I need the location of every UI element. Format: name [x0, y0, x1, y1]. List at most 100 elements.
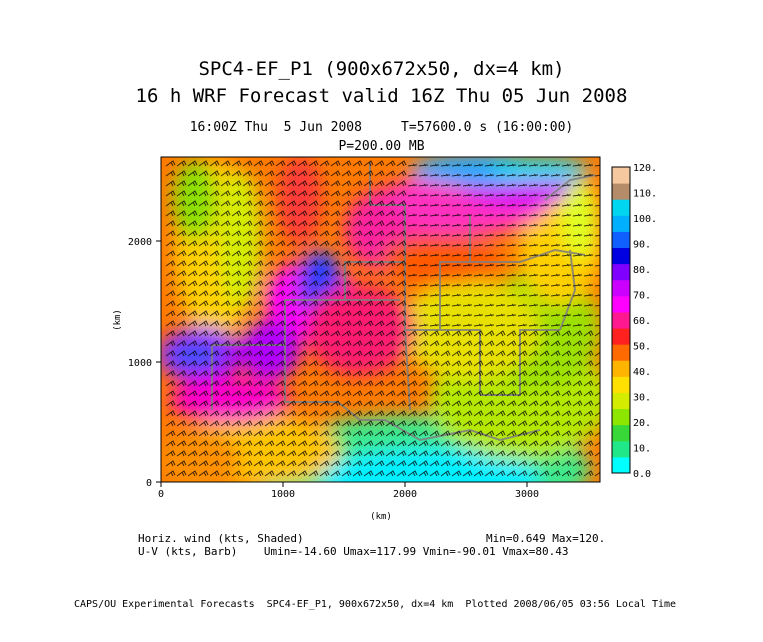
wind-barb	[352, 200, 363, 207]
wind-barb	[264, 450, 275, 457]
wind-barb	[363, 220, 374, 227]
wind-barb	[253, 160, 264, 167]
wind-barb	[495, 450, 506, 457]
wind-barb	[418, 470, 429, 477]
wind-barb	[440, 293, 450, 297]
wind-barb	[550, 183, 560, 187]
wind-barb	[561, 293, 571, 297]
wind-barb	[385, 390, 396, 397]
wind-barb	[506, 430, 517, 437]
wind-barb	[385, 180, 396, 187]
wind-barb	[198, 360, 209, 367]
wind-barb	[187, 390, 198, 397]
wind-barb	[539, 340, 550, 347]
wind-barb	[165, 160, 176, 167]
wind-barb	[264, 440, 275, 447]
wind-barb	[572, 420, 583, 427]
wind-barb	[352, 210, 363, 217]
wind-barb	[286, 340, 297, 347]
wind-barb	[330, 460, 341, 467]
wind-barb	[363, 270, 374, 277]
wind-barb	[176, 400, 187, 407]
wind-barb	[429, 350, 440, 357]
wind-barb	[231, 340, 242, 347]
wind-barb	[451, 350, 462, 357]
wind-barb	[308, 350, 319, 357]
wind-barb	[264, 390, 275, 397]
wind-barb	[319, 230, 330, 237]
wind-barb	[396, 170, 407, 177]
tick-labels: 0 1000 2000 3000 0 1000 2000 (km) (km)	[113, 237, 539, 522]
wind-barb	[363, 250, 374, 257]
wind-barb	[176, 260, 187, 267]
wind-barb	[330, 340, 341, 347]
color-scale-frame	[611, 166, 631, 474]
wind-barb	[407, 253, 417, 257]
wind-barb	[561, 163, 571, 167]
wind-barb	[264, 350, 275, 357]
wind-barb	[363, 230, 374, 237]
wind-barb	[583, 470, 594, 477]
wind-barb	[242, 460, 253, 467]
wind-barb	[539, 390, 550, 397]
wind-barb	[209, 360, 220, 367]
wind-barb	[583, 340, 594, 347]
wind-barb	[583, 203, 593, 207]
wind-barb	[539, 470, 550, 477]
wind-barb	[165, 310, 176, 317]
wind-barb	[451, 400, 462, 407]
color-scale-label: 10.	[633, 444, 651, 455]
wind-barb	[253, 350, 264, 357]
wind-barb	[319, 300, 330, 307]
wind-barb	[506, 243, 516, 247]
wind-barb	[539, 193, 549, 197]
wind-barb	[572, 370, 583, 377]
wind-barb	[396, 250, 407, 257]
wind-barb	[341, 470, 352, 477]
wind-barb	[484, 233, 494, 237]
wind-barb	[396, 460, 407, 467]
wind-barb	[451, 283, 461, 287]
wind-barb	[418, 253, 428, 257]
wind-barb	[231, 470, 242, 477]
wind-barb	[583, 263, 593, 267]
wind-barb	[209, 190, 220, 197]
wind-barb	[297, 460, 308, 467]
wind-barb	[583, 410, 594, 417]
wind-barb	[451, 370, 462, 377]
wind-barb	[198, 380, 209, 387]
wind-barb	[396, 310, 407, 317]
wind-barb	[242, 270, 253, 277]
wind-barb	[583, 273, 593, 277]
wind-barb	[506, 193, 516, 197]
wind-barb	[550, 470, 561, 477]
wind-barb	[352, 270, 363, 277]
wind-barb	[451, 163, 461, 167]
wind-barb	[198, 300, 209, 307]
wind-barb	[385, 160, 396, 167]
wind-barb	[363, 360, 374, 367]
wind-barb	[594, 361, 600, 367]
wind-barb	[561, 273, 571, 277]
wind-barb	[517, 253, 527, 257]
wind-barb	[418, 330, 429, 337]
wind-barb	[572, 223, 582, 227]
wind-barb	[407, 350, 418, 357]
wind-barb	[275, 270, 286, 277]
wind-barb	[352, 390, 363, 397]
wind-barb	[308, 250, 319, 257]
wind-barb	[374, 380, 385, 387]
wind-barb	[572, 203, 582, 207]
wind-barb	[550, 410, 561, 417]
wind-barb	[363, 380, 374, 387]
wind-barb	[572, 350, 583, 357]
wind-barb	[187, 370, 198, 377]
wind-barb	[341, 410, 352, 417]
wind-barb	[594, 461, 600, 467]
wind-barb	[308, 260, 319, 267]
wind-barb	[495, 313, 505, 317]
wind-barb	[264, 240, 275, 247]
wind-barb	[330, 450, 341, 457]
wind-barb	[319, 380, 330, 387]
wind-barb	[462, 360, 473, 367]
